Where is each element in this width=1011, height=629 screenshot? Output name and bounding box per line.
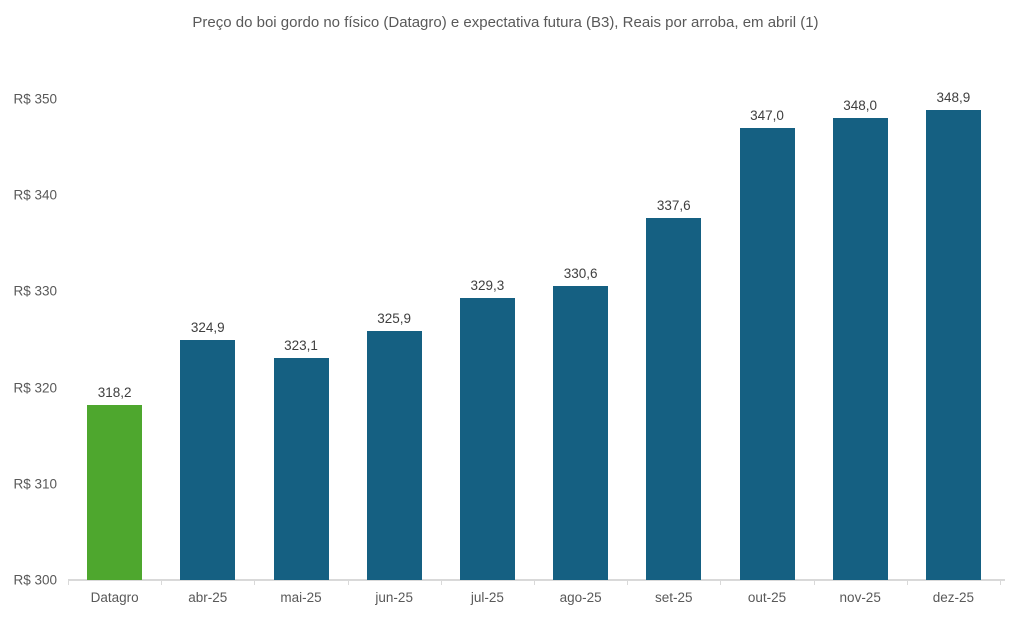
x-axis-tick	[534, 579, 535, 585]
bar-value-label: 323,1	[284, 337, 318, 353]
x-axis-line	[68, 579, 1005, 581]
bar-value-label: 330,6	[563, 265, 598, 281]
x-axis-tick	[254, 579, 256, 585]
y-axis-tick-label: R$ 310	[13, 476, 57, 492]
x-axis-category-label: abr-25	[188, 590, 228, 605]
y-axis-tick-label: R$ 330	[13, 283, 57, 299]
x-axis-category-label: dez-25	[932, 590, 975, 605]
bar-datagro	[87, 404, 143, 580]
bar-out-25	[739, 127, 795, 580]
bar-value-label: 324,9	[190, 320, 225, 336]
bar-jun-25	[366, 330, 422, 580]
x-axis-tick	[68, 579, 69, 585]
bar-set-25	[646, 218, 702, 580]
bar-value-label: 348,9	[936, 89, 971, 105]
x-axis-category-label: ago-25	[559, 590, 602, 605]
bar-value-label: 347,0	[750, 107, 784, 123]
x-axis-category-label: Datagro	[90, 590, 139, 605]
x-axis-category-label: nov-25	[839, 590, 881, 605]
x-axis-category-label: mai-25	[280, 590, 322, 605]
x-axis-tick	[906, 579, 908, 585]
x-axis-tick	[813, 579, 815, 585]
bar-value-label: 329,3	[470, 278, 505, 294]
bar-ago-25	[553, 285, 609, 580]
x-axis-category-label: jul-25	[470, 590, 504, 605]
y-axis-tick-label: R$ 340	[13, 187, 57, 203]
y-axis-tick-label: R$ 320	[13, 380, 57, 396]
x-axis-tick	[720, 579, 722, 585]
x-axis-tick	[161, 579, 163, 585]
bar-value-label: 318,2	[97, 384, 132, 400]
bar-abr-25	[180, 340, 236, 580]
y-axis-tick-label: R$ 300	[13, 572, 57, 588]
bar-nov-25	[832, 118, 888, 580]
x-axis-tick	[627, 579, 629, 585]
bar-value-label: 337,6	[656, 198, 691, 214]
chart-title: Preço do boi gordo no físico (Datagro) e…	[192, 14, 819, 31]
bar-jul-25	[459, 298, 515, 580]
y-axis-tick-label: R$ 350	[13, 91, 57, 107]
bar-value-label: 325,9	[377, 310, 412, 326]
bar-value-label: 348,0	[843, 98, 878, 114]
bar-dez-25	[925, 109, 981, 580]
x-axis-tick	[347, 579, 349, 585]
bar-mai-25	[273, 357, 329, 580]
x-axis-category-label: set-25	[655, 590, 693, 605]
x-axis-tick	[1000, 579, 1001, 585]
x-axis-category-label: out-25	[747, 590, 787, 605]
x-axis-tick	[440, 579, 442, 585]
x-axis-category-label: jun-25	[375, 590, 413, 605]
